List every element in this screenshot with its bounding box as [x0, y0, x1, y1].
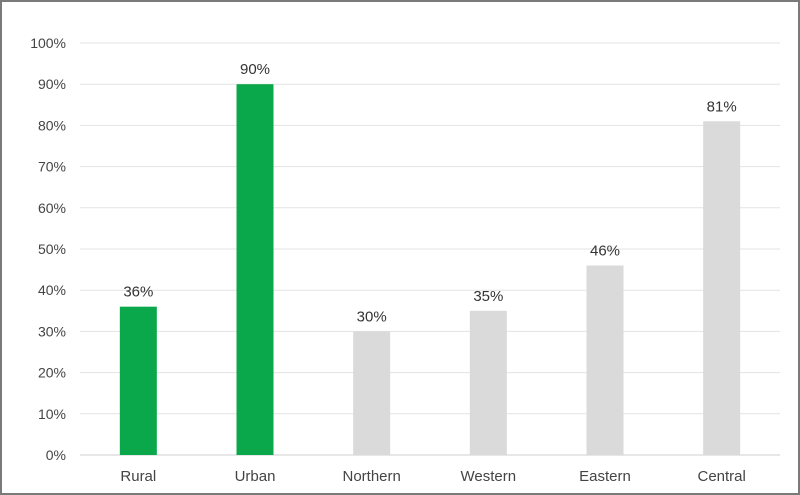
y-tick-label: 20% — [38, 365, 66, 381]
x-tick-label: Urban — [235, 468, 276, 485]
data-labels: 36% 90% 30% 35% 46% 81% — [123, 61, 736, 325]
x-tick-label: Central — [697, 468, 745, 485]
bar — [353, 331, 391, 455]
y-tick-label: 0% — [46, 447, 66, 463]
x-tick-label: Rural — [120, 468, 156, 485]
data-label: 81% — [707, 98, 737, 115]
bar — [119, 306, 157, 455]
x-tick-label: Northern — [342, 468, 400, 485]
y-tick-label: 90% — [38, 76, 66, 92]
y-tick-label: 30% — [38, 323, 66, 339]
bar — [703, 121, 741, 455]
bars — [119, 84, 741, 455]
x-tick-label: Eastern — [579, 468, 631, 485]
y-tick-label: 80% — [38, 117, 66, 133]
bar — [586, 265, 624, 455]
data-label: 35% — [473, 288, 503, 305]
data-label: 90% — [240, 61, 270, 78]
data-label: 46% — [590, 242, 620, 259]
y-tick-label: 60% — [38, 200, 66, 216]
data-label: 30% — [357, 308, 387, 325]
y-tick-label: 10% — [38, 406, 66, 422]
gridlines — [80, 42, 780, 456]
bar — [469, 310, 507, 455]
y-tick-label: 100% — [30, 35, 66, 51]
y-tick-label: 70% — [38, 159, 66, 175]
x-axis: Rural Urban Northern Western Eastern Central — [120, 468, 745, 485]
data-label: 36% — [123, 284, 153, 301]
y-axis: 0% 10% 20% 30% 40% 50% 60% 70% 80% 90% 100% — [30, 35, 66, 463]
bar — [236, 84, 274, 455]
y-tick-label: 50% — [38, 241, 66, 257]
y-tick-label: 40% — [38, 282, 66, 298]
x-tick-label: Western — [461, 468, 517, 485]
